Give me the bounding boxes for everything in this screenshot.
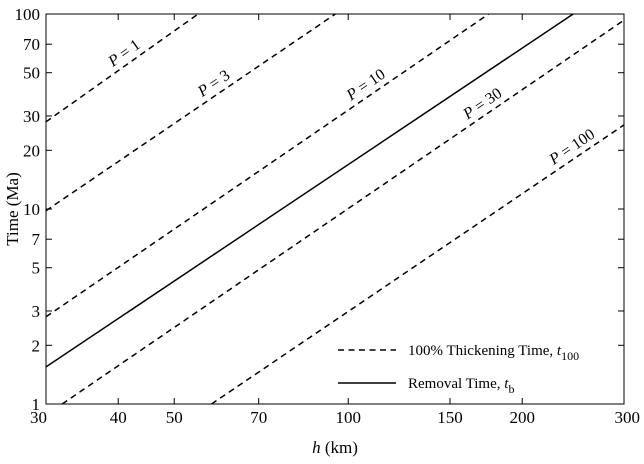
series-line-p30 — [61, 19, 624, 404]
y-tick-label: 3 — [32, 302, 41, 321]
y-tick-label: 10 — [23, 200, 40, 219]
y-tick-label: 30 — [23, 107, 40, 126]
x-tick-label: 300 — [615, 408, 641, 427]
x-tick-label: 70 — [250, 408, 267, 427]
series-line-p10 — [46, 14, 490, 318]
y-tick-label: 70 — [23, 35, 40, 54]
x-axis-label-symbol: h — [312, 438, 321, 457]
y-tick-label: 1 — [32, 395, 41, 414]
y-tick-label: 50 — [23, 64, 40, 83]
line-label-p10: P = 10 — [343, 66, 389, 105]
x-tick-label: 150 — [437, 408, 463, 427]
series-line-p3 — [46, 14, 336, 212]
series-line-p100 — [211, 124, 624, 404]
y-axis-label: Time (Ma) — [3, 172, 22, 246]
y-tick-label: 2 — [32, 336, 41, 355]
x-tick-label: 50 — [166, 408, 183, 427]
x-tick-label: 200 — [509, 408, 535, 427]
x-tick-label: 100 — [335, 408, 361, 427]
plot-lines — [46, 14, 624, 404]
y-tick-label: 100 — [15, 5, 41, 24]
series-line-p1 — [46, 14, 199, 123]
legend: 100% Thickening Time, t100 Removal Time, … — [338, 343, 579, 396]
y-tick-label: 5 — [32, 259, 41, 278]
x-tick-label: 30 — [30, 408, 47, 427]
legend-entry-solid: Removal Time, tb — [408, 376, 514, 396]
y-tick-label: 20 — [23, 141, 40, 160]
series-line-removal — [46, 14, 574, 368]
x-tick-label: 40 — [110, 408, 127, 427]
x-axis-label-unit: (km) — [321, 438, 358, 457]
legend-entry-dashed: 100% Thickening Time, t100 — [408, 343, 579, 363]
axis-ticks — [45, 13, 625, 405]
x-axis-label: h (km) — [312, 438, 358, 457]
axis-tick-labels: 30 40 50 70 100 150 200 300 1 2 3 5 7 10 20 30 50 70 100 — [15, 5, 641, 427]
y-tick-label: 7 — [32, 230, 41, 249]
